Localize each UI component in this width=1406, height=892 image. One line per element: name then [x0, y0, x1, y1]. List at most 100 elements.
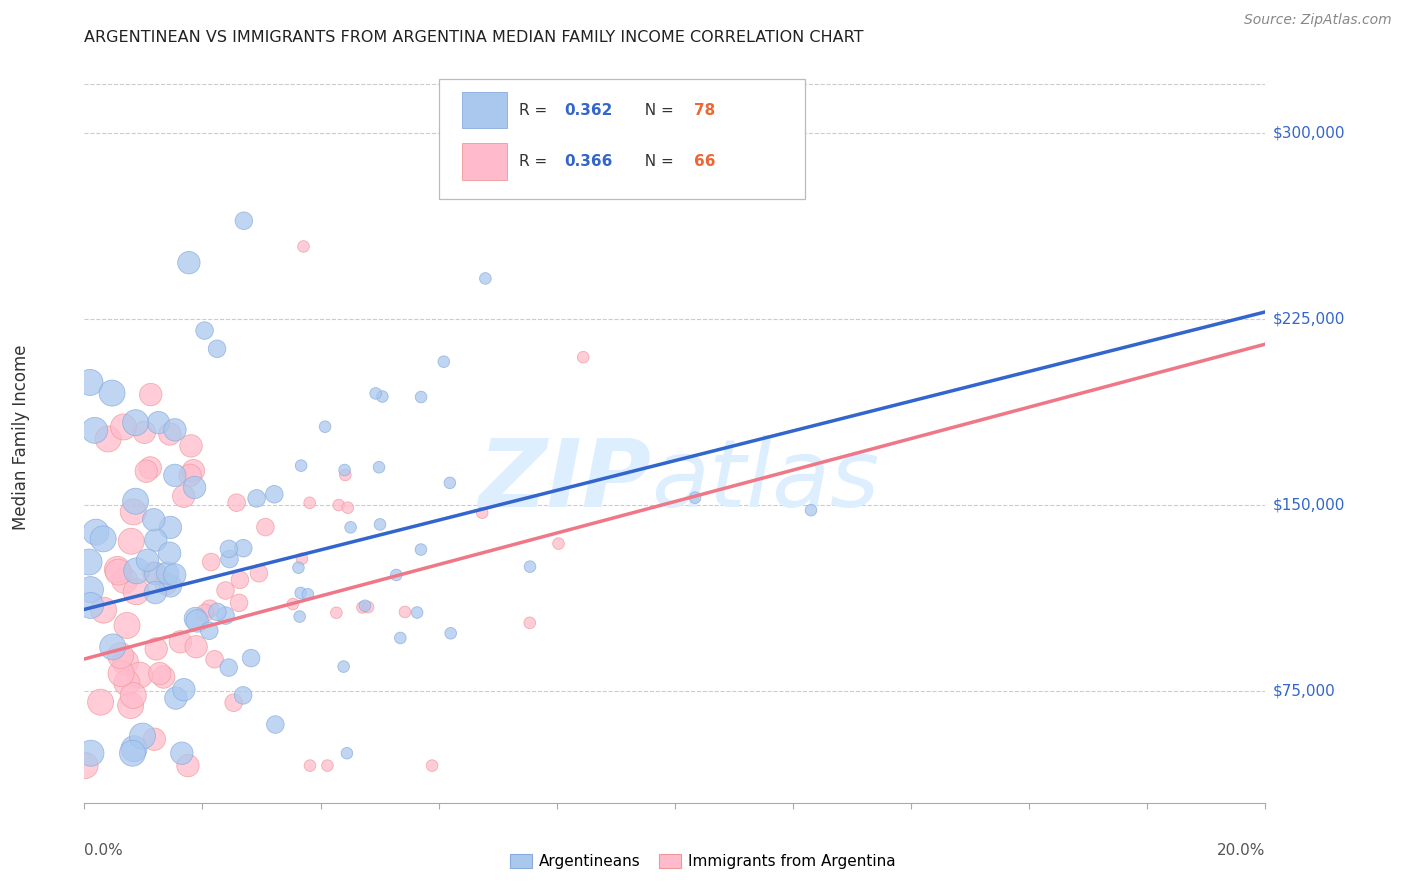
Text: ARGENTINEAN VS IMMIGRANTS FROM ARGENTINA MEDIAN FAMILY INCOME CORRELATION CHART: ARGENTINEAN VS IMMIGRANTS FROM ARGENTINA…	[84, 29, 863, 45]
Point	[148, 416, 170, 430]
Point	[145, 566, 167, 581]
Point	[77, 555, 100, 569]
Point	[368, 517, 391, 532]
Text: 0.0%: 0.0%	[84, 843, 124, 858]
Text: $150,000: $150,000	[1272, 498, 1344, 513]
Point	[214, 583, 236, 598]
Point	[75, 758, 97, 772]
Point	[519, 559, 541, 574]
Point	[120, 534, 142, 549]
Point	[110, 666, 132, 681]
Point	[328, 498, 350, 512]
Point	[101, 386, 124, 401]
Point	[572, 350, 595, 364]
Point	[194, 606, 217, 620]
Point	[183, 480, 205, 494]
Point	[316, 758, 339, 772]
Point	[122, 505, 145, 519]
Point	[143, 732, 166, 747]
Point	[288, 609, 311, 624]
Point	[136, 553, 159, 567]
Point	[122, 741, 145, 756]
Point	[93, 603, 115, 617]
Text: N =: N =	[634, 153, 678, 169]
Point	[433, 354, 456, 368]
Point	[170, 746, 193, 760]
Point	[394, 605, 416, 619]
Point	[83, 423, 105, 437]
Point	[222, 696, 245, 710]
Point	[91, 532, 114, 546]
Point	[420, 758, 443, 772]
Point	[232, 541, 254, 556]
Point	[254, 520, 277, 534]
Point	[163, 567, 186, 582]
Point	[474, 271, 496, 285]
Point	[339, 520, 361, 534]
Point	[183, 464, 205, 478]
Point	[163, 468, 186, 483]
Point	[440, 626, 463, 640]
Point	[547, 536, 569, 550]
Point	[291, 551, 314, 566]
Point	[357, 600, 380, 615]
Point	[159, 546, 181, 560]
Point	[800, 503, 823, 517]
FancyBboxPatch shape	[463, 143, 508, 179]
Text: $300,000: $300,000	[1272, 126, 1346, 141]
Point	[186, 640, 208, 654]
Point	[232, 689, 254, 703]
Point	[314, 419, 336, 434]
Point	[115, 676, 138, 690]
Point	[90, 695, 112, 709]
Text: Source: ZipAtlas.com: Source: ZipAtlas.com	[1244, 13, 1392, 28]
Point	[281, 597, 304, 611]
Point	[218, 660, 240, 674]
Point	[114, 655, 136, 669]
Point	[229, 573, 252, 587]
Point	[204, 652, 226, 666]
Text: 66: 66	[693, 153, 716, 169]
Point	[163, 423, 186, 437]
Point	[142, 566, 165, 580]
Point	[198, 601, 221, 615]
Point	[120, 698, 142, 713]
Point	[173, 489, 195, 503]
Point	[139, 387, 162, 401]
Point	[101, 640, 124, 654]
Point	[79, 376, 101, 390]
Point	[368, 460, 391, 475]
Point	[240, 651, 263, 665]
Point	[371, 390, 394, 404]
Point	[177, 255, 200, 269]
Text: $225,000: $225,000	[1272, 312, 1344, 326]
Point	[121, 746, 143, 760]
Point	[409, 542, 432, 557]
Text: 0.366: 0.366	[564, 153, 612, 169]
Point	[186, 614, 208, 628]
Point	[336, 746, 359, 760]
Text: $75,000: $75,000	[1272, 684, 1336, 698]
Point	[115, 618, 138, 632]
Point	[352, 600, 374, 615]
Point	[143, 585, 166, 599]
Legend: Argentineans, Immigrants from Argentina: Argentineans, Immigrants from Argentina	[503, 848, 903, 875]
Text: Median Family Income: Median Family Income	[13, 344, 30, 530]
Point	[131, 729, 153, 743]
Point	[179, 468, 201, 483]
Point	[97, 432, 120, 446]
Point	[336, 500, 359, 515]
Text: atlas: atlas	[651, 435, 880, 526]
Point	[177, 758, 200, 772]
Text: 0.362: 0.362	[564, 103, 612, 118]
Point	[290, 586, 312, 600]
Text: R =: R =	[519, 153, 553, 169]
Point	[84, 525, 107, 540]
Point	[439, 475, 461, 490]
Point	[145, 533, 167, 547]
Text: R =: R =	[519, 103, 553, 118]
FancyBboxPatch shape	[463, 92, 508, 128]
Text: ZIP: ZIP	[478, 435, 651, 527]
Point	[134, 425, 156, 440]
Point	[406, 606, 429, 620]
